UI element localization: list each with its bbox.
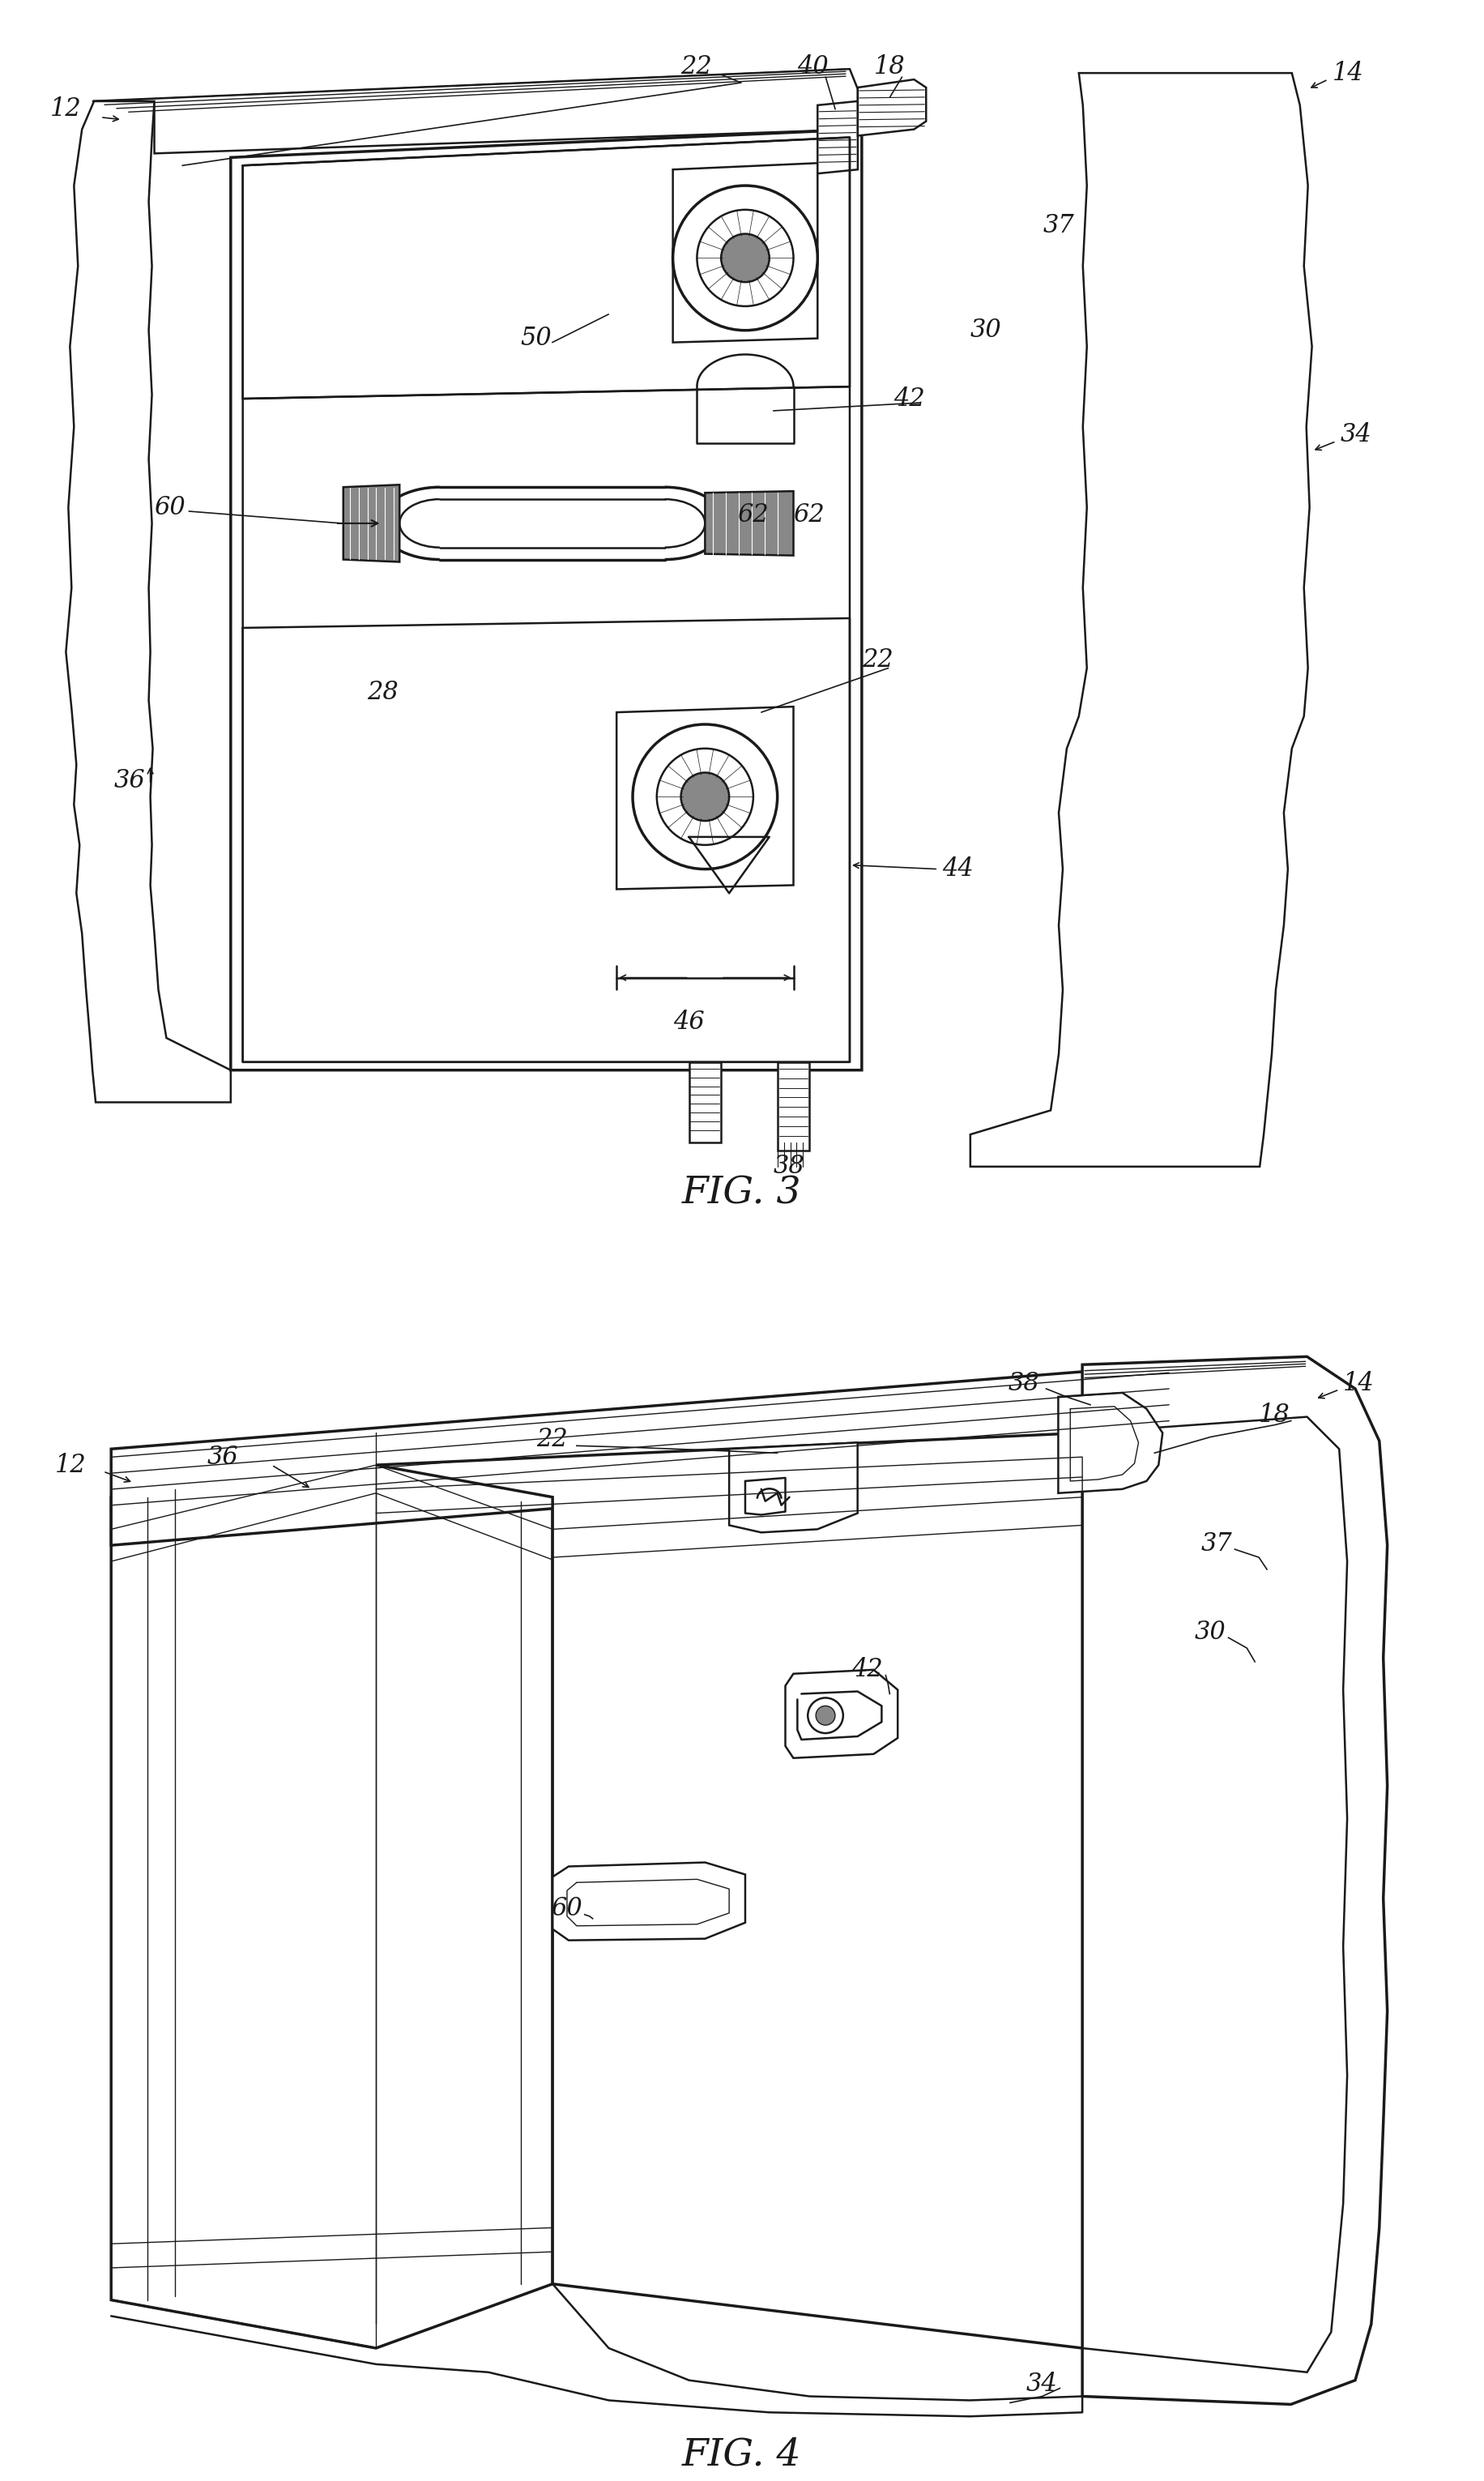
Text: 30: 30 [1195, 1620, 1226, 1645]
Circle shape [816, 1707, 835, 1724]
Circle shape [697, 211, 794, 305]
Text: 34: 34 [1025, 2372, 1058, 2397]
Polygon shape [92, 69, 858, 154]
Text: 36: 36 [208, 1444, 239, 1469]
Text: 42: 42 [893, 387, 926, 412]
Polygon shape [1058, 1392, 1162, 1494]
Text: 12: 12 [55, 1451, 86, 1479]
Polygon shape [111, 1434, 552, 2347]
Text: 12: 12 [50, 97, 82, 122]
Text: 38: 38 [773, 1154, 804, 1178]
Polygon shape [729, 1441, 858, 1533]
Text: 37: 37 [1043, 213, 1074, 238]
Circle shape [721, 233, 769, 283]
Text: 18: 18 [874, 55, 905, 79]
Text: 42: 42 [852, 1657, 883, 1682]
Polygon shape [785, 1670, 898, 1759]
Text: 38: 38 [1009, 1370, 1040, 1397]
Polygon shape [111, 1365, 1211, 1546]
Text: 62: 62 [738, 504, 769, 528]
Text: 30: 30 [971, 318, 1002, 342]
Text: 22: 22 [862, 648, 893, 672]
Text: 40: 40 [797, 55, 830, 79]
Text: 44: 44 [942, 856, 974, 881]
Circle shape [657, 749, 754, 846]
Polygon shape [375, 1434, 1082, 2347]
Text: 18: 18 [1258, 1402, 1290, 1427]
Circle shape [681, 772, 729, 821]
Polygon shape [343, 484, 399, 561]
Text: 34: 34 [1340, 422, 1371, 447]
Polygon shape [705, 491, 794, 556]
Text: FIG. 3: FIG. 3 [683, 1174, 801, 1211]
Circle shape [681, 772, 729, 821]
Circle shape [807, 1697, 843, 1734]
Polygon shape [1082, 1417, 1347, 2372]
Text: 22: 22 [537, 1427, 568, 1451]
Text: 36: 36 [114, 769, 145, 794]
Polygon shape [818, 102, 858, 174]
Text: 22: 22 [681, 55, 712, 79]
Polygon shape [689, 1062, 721, 1141]
Polygon shape [778, 1062, 810, 1151]
Text: FIG. 4: FIG. 4 [683, 2436, 801, 2474]
Polygon shape [1082, 1357, 1388, 2404]
Text: 28: 28 [368, 680, 399, 705]
Circle shape [632, 724, 778, 868]
Text: 37: 37 [1201, 1531, 1233, 1556]
Polygon shape [65, 102, 230, 1102]
Polygon shape [858, 79, 926, 136]
Polygon shape [616, 707, 794, 888]
Text: 50: 50 [519, 325, 552, 350]
Text: 14: 14 [1343, 1370, 1374, 1397]
Text: 46: 46 [672, 1010, 705, 1035]
Polygon shape [672, 164, 818, 342]
Polygon shape [971, 72, 1312, 1166]
Text: 62: 62 [794, 504, 825, 528]
Text: 14: 14 [1333, 60, 1364, 84]
Circle shape [672, 186, 818, 330]
Polygon shape [230, 129, 862, 1069]
Text: 60: 60 [154, 494, 186, 521]
Text: 60: 60 [551, 1895, 582, 1920]
Polygon shape [552, 1863, 745, 1940]
Circle shape [721, 233, 769, 283]
